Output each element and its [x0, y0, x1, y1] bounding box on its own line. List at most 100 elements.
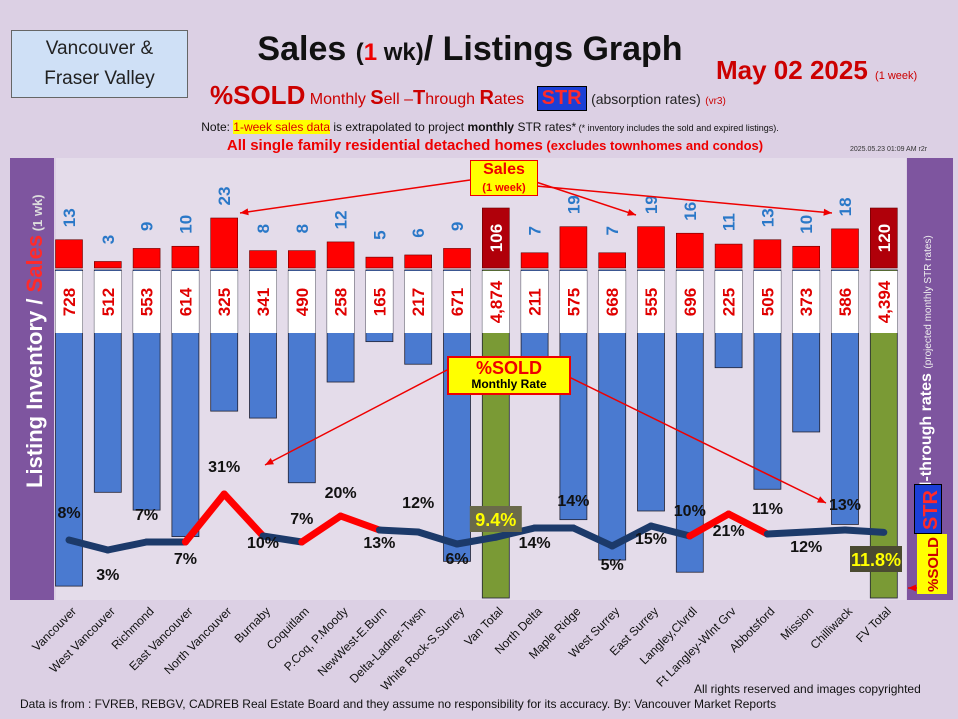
inventory-label-bg — [133, 271, 161, 333]
sales-bar — [598, 252, 627, 269]
subtitle-sold: %SOLD — [210, 80, 306, 110]
str-line-segment — [414, 528, 461, 548]
inventory-label-bg — [365, 271, 393, 333]
inventory-label-bg — [676, 271, 704, 333]
source-note: Data is from : FVREB, REBGV, CADREB Real… — [20, 697, 777, 711]
inventory-label-bg — [715, 271, 743, 333]
note-mid: is extrapolated to project — [330, 120, 468, 134]
sales-bar — [94, 261, 122, 269]
inventory-label: 4,394 — [875, 280, 894, 323]
sales-bar — [559, 226, 588, 269]
sales-label: 18 — [836, 197, 855, 216]
sales-callout: Sales (1 week) — [470, 160, 538, 196]
sales-bar — [481, 207, 510, 269]
inventory-label-bg — [249, 271, 277, 333]
sales-label: 7 — [603, 226, 622, 235]
sales-callout-sub: (1 week) — [482, 182, 526, 194]
sales-bar — [520, 252, 549, 269]
str-label: 11% — [752, 501, 783, 518]
sales-label: 10 — [176, 215, 195, 234]
inventory-label-bg — [559, 271, 587, 333]
inventory-label-bg — [521, 271, 549, 333]
str-label: 7% — [290, 511, 313, 528]
sales-bar — [55, 239, 83, 269]
sales-label: 19 — [642, 195, 661, 214]
str-line-segment — [259, 532, 306, 546]
inventory-label: 373 — [797, 288, 816, 316]
sales-arrow-far-head — [823, 208, 832, 216]
str-line-segment — [220, 490, 267, 540]
sales-label: 7 — [526, 226, 545, 235]
sales-arrow-left — [239, 179, 471, 214]
str-label: 14% — [519, 535, 551, 552]
date-note: (1 week) — [875, 70, 918, 82]
inventory-label-bg — [210, 271, 238, 333]
version-note: (vr3) — [705, 96, 726, 107]
inventory-label-bg — [753, 271, 781, 333]
str-line-segment — [802, 526, 849, 536]
sales-arrow-left-head — [240, 208, 249, 216]
str-label: 11.8% — [851, 550, 901, 570]
title-one: 1 — [363, 39, 378, 66]
right-str-box — [914, 484, 942, 534]
inventory-label-bg — [327, 271, 355, 333]
str-line-segment — [181, 490, 228, 546]
str-badge: STR — [536, 86, 587, 111]
sales-callout-title: Sales — [483, 161, 525, 178]
absorption-note: (absorption rates) — [591, 91, 701, 107]
sales-bar — [637, 226, 665, 269]
inventory-label: 490 — [293, 288, 312, 316]
region-box: Vancouver & Fraser Valley — [11, 30, 188, 98]
str-line-segment — [65, 536, 112, 554]
right-sold-box — [917, 534, 947, 594]
sales-label: 12 — [332, 210, 351, 229]
category-label: FV Total — [853, 604, 894, 645]
sold-arrow-total-head — [908, 584, 917, 592]
sold-arrow-right — [566, 375, 827, 504]
sales-label: 3 — [99, 235, 118, 244]
right-axis-label: Sell-through rates (projected monthly ST… — [918, 235, 936, 510]
sales-bar — [287, 250, 316, 269]
str-label: 5% — [601, 557, 624, 574]
left-axis-sales: Sales — [22, 234, 47, 293]
inventory-label: 217 — [409, 288, 428, 316]
inventory-label: 671 — [448, 288, 467, 316]
inventory-label: 258 — [332, 288, 351, 316]
str-line-segment — [375, 526, 422, 536]
inventory-label-bg — [482, 271, 510, 333]
str-label: 7% — [174, 551, 197, 568]
inventory-label-bg — [94, 271, 122, 333]
inventory-label: 165 — [370, 288, 389, 316]
note-line: Note: 1-week sales data is extrapolated … — [140, 120, 840, 134]
subtitle-part-3: hrough — [425, 91, 480, 108]
inventory-label-bg — [831, 271, 859, 333]
sales-bar — [210, 217, 238, 269]
left-axis-label: Listing Inventory / Sales (1 wk) — [22, 194, 48, 488]
title-paren-open: ( — [355, 39, 364, 66]
str-label: 6% — [445, 551, 468, 568]
sales-arrow-far — [535, 185, 833, 214]
sales-label: 9 — [138, 222, 157, 231]
note-tiny: (* inventory includes the sold and expir… — [576, 123, 779, 133]
str-line-segment — [725, 510, 771, 538]
subtitle-part-1: Monthly — [309, 91, 371, 108]
title-post: / Listings Graph — [423, 30, 683, 68]
sales-label: 6 — [409, 228, 428, 237]
sold-callout: %SOLD Monthly Rate — [447, 356, 571, 395]
sales-label: 5 — [370, 230, 389, 239]
inventory-label-bg — [598, 271, 626, 333]
inventory-label-bg — [404, 271, 432, 333]
sales-bar — [792, 245, 821, 269]
str-label: 8% — [57, 505, 80, 522]
sold-arrow-left-head — [265, 458, 274, 465]
date-text: May 02 2025 — [716, 55, 868, 85]
subtitle-cap-t: T — [412, 87, 426, 109]
region-line-2: Fraser Valley — [44, 68, 155, 89]
sales-bar — [714, 243, 743, 269]
str-line-segment — [453, 533, 500, 548]
inventory-label: 555 — [642, 288, 661, 316]
inventory-label: 225 — [720, 288, 739, 316]
report-date: May 02 2025 (1 week) — [716, 55, 917, 86]
sales-label: 8 — [254, 224, 273, 233]
